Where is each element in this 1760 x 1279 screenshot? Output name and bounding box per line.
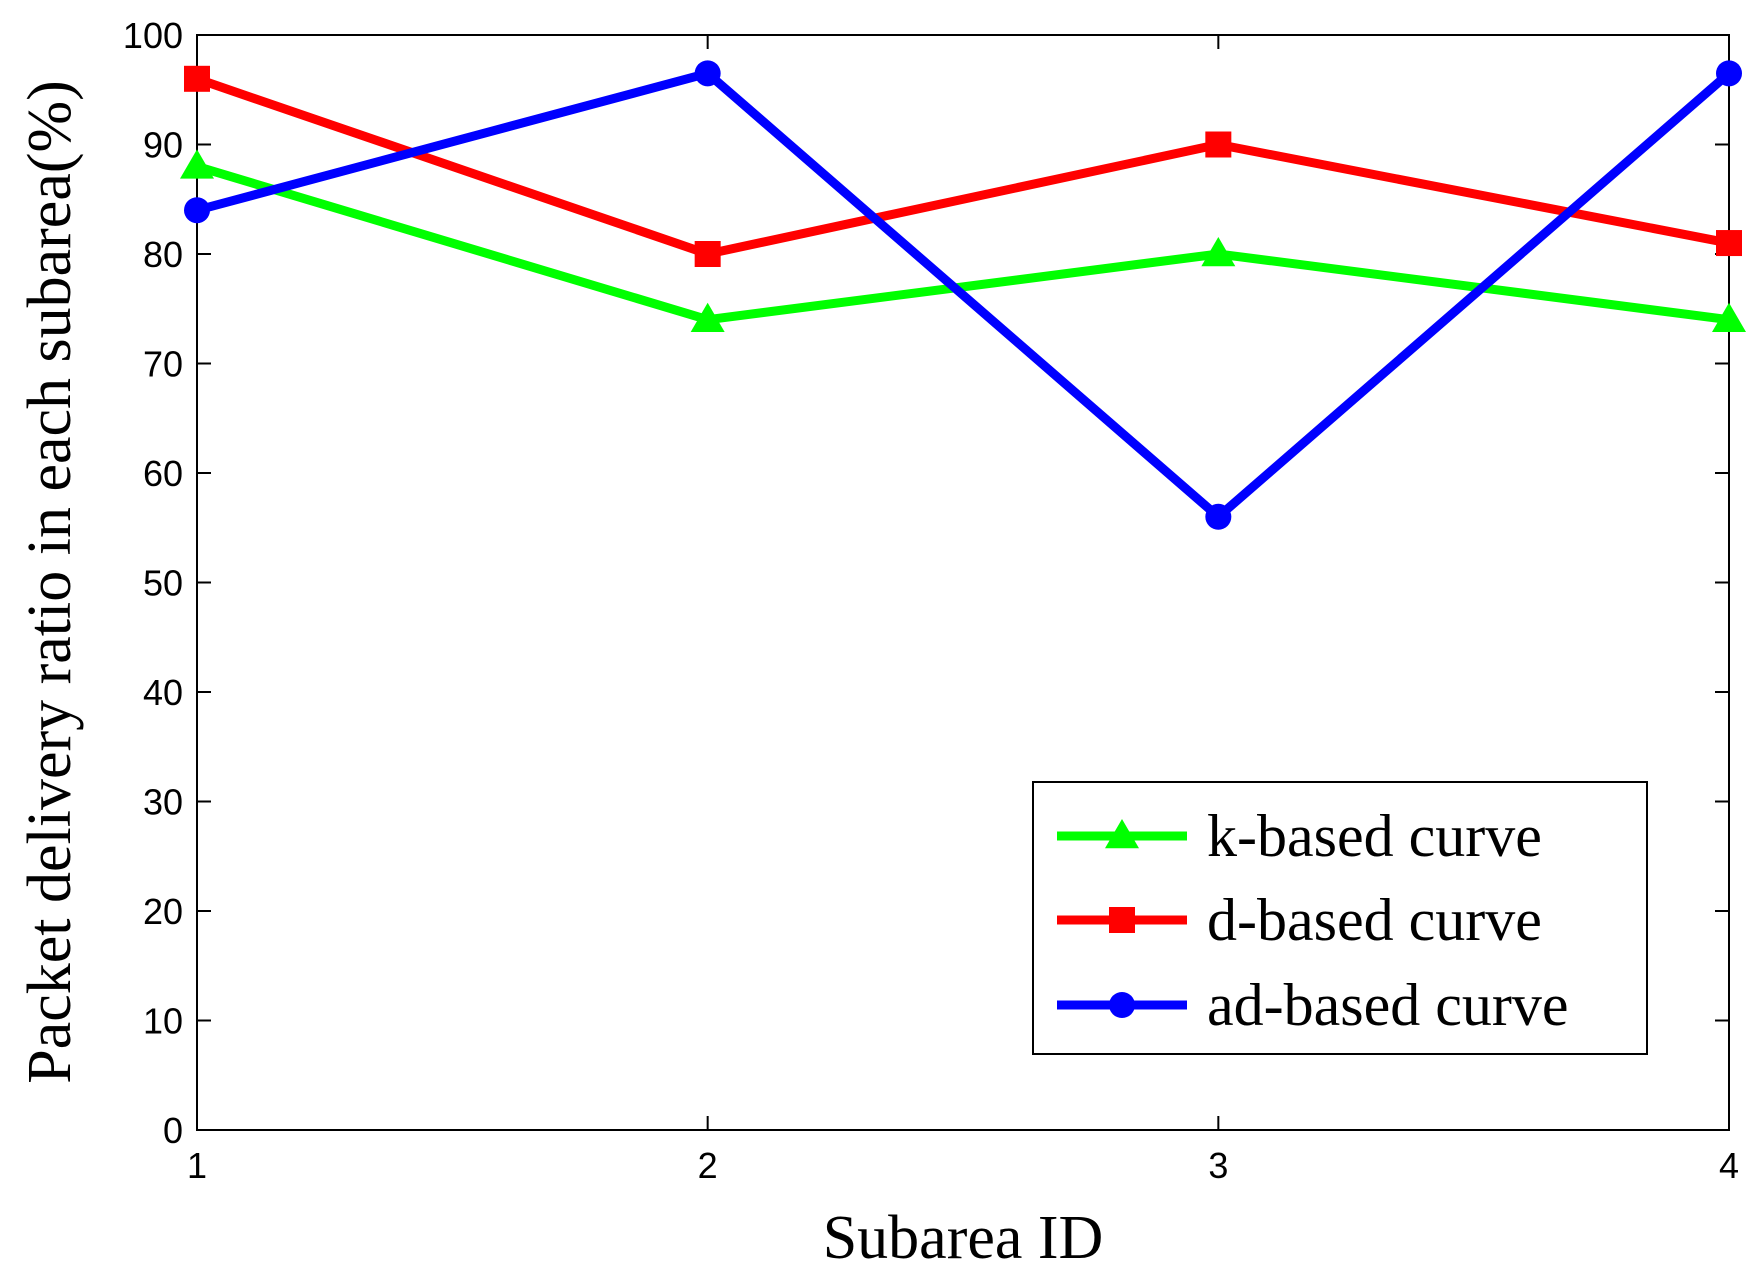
legend-label: k-based curve [1207, 803, 1542, 869]
data-point [1716, 60, 1742, 87]
data-point [1201, 237, 1236, 267]
y-tick-label: 40 [143, 672, 183, 713]
series-line [195, 162, 1730, 325]
data-point [1205, 131, 1232, 158]
data-point [1716, 230, 1742, 257]
series-0 [180, 149, 1746, 332]
y-axis-title: Packet delivery ratio in each subarea(%) [16, 80, 84, 1084]
legend: k-based curve d-based curve ad-based curve [1032, 781, 1648, 1055]
legend-entry: d-based curve [1057, 887, 1542, 953]
y-tick-label: 80 [143, 234, 183, 275]
x-tick-label: 4 [1719, 1145, 1739, 1186]
series-1 [184, 65, 1742, 267]
y-tick-label: 100 [123, 15, 183, 56]
data-point [694, 241, 721, 267]
data-point [1712, 302, 1746, 332]
y-tick-label: 20 [143, 891, 183, 932]
y-tick-label: 30 [143, 782, 183, 823]
y-tick-label: 0 [163, 1110, 183, 1151]
y-axis: 0 10 20 30 40 50 60 70 80 90 100 [123, 15, 1729, 1151]
legend-entries: k-based curve d-based curve ad-based curve [1057, 803, 1568, 1038]
x-axis-title: Subarea ID [823, 1204, 1104, 1272]
data-point [184, 65, 210, 92]
legend-entry: k-based curve [1057, 803, 1542, 869]
x-axis: 1 2 3 4 [187, 35, 1739, 1186]
data-point [690, 302, 725, 332]
data-point [694, 60, 721, 87]
x-tick-label: 1 [187, 1145, 207, 1186]
data-point [180, 149, 214, 179]
x-tick-label: 3 [1208, 1145, 1228, 1186]
y-tick-label: 70 [143, 344, 183, 385]
y-tick-label: 90 [143, 125, 183, 166]
y-tick-label: 10 [143, 1001, 183, 1042]
y-tick-label: 60 [143, 453, 183, 494]
data-point [1205, 503, 1232, 530]
legend-marker [1109, 907, 1135, 933]
data-point [184, 197, 210, 224]
series-line [195, 74, 1730, 259]
legend-label: ad-based curve [1207, 972, 1568, 1038]
y-tick-label: 50 [143, 563, 183, 604]
series-layer [180, 60, 1746, 530]
legend-label: d-based curve [1207, 887, 1542, 953]
x-tick-label: 2 [698, 1145, 718, 1186]
legend-entry: ad-based curve [1057, 972, 1568, 1038]
series-line [195, 68, 1732, 523]
series-2 [184, 60, 1742, 530]
legend-marker [1105, 819, 1139, 849]
legend-marker [1109, 992, 1135, 1018]
